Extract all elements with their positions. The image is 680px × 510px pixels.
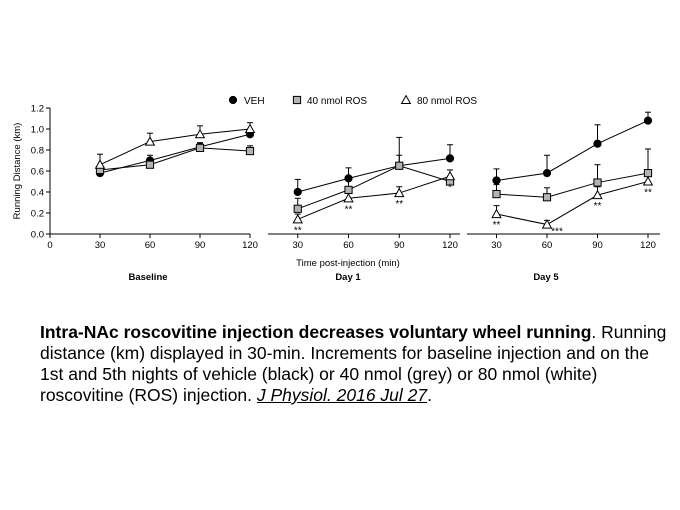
data-point	[492, 176, 501, 185]
y-tick-label: 1.0	[31, 125, 44, 136]
data-point	[145, 160, 155, 169]
significance-label: **	[294, 225, 302, 236]
caption-body: Running distance (km) displayed in 30-mi…	[40, 322, 667, 405]
data-point	[244, 123, 256, 134]
data-point	[395, 161, 404, 170]
data-point	[394, 187, 405, 198]
panel-label: Day 5	[533, 272, 559, 283]
data-point	[642, 176, 654, 186]
legend-label: 80 nmol ROS	[417, 96, 477, 107]
series-line	[99, 128, 251, 166]
significance-label: *	[448, 182, 452, 193]
x-tick-label: 60	[145, 240, 156, 251]
data-point	[643, 116, 653, 125]
x-tick-label: 120	[640, 240, 656, 251]
series-line	[496, 120, 649, 181]
series-line	[99, 133, 251, 174]
caption-title: Intra-NAc roscovitine injection decrease…	[40, 322, 592, 342]
y-tick-label: 1.2	[31, 104, 44, 115]
legend-label: VEH	[244, 96, 265, 107]
data-point	[643, 169, 653, 178]
data-point	[343, 192, 354, 203]
data-point	[195, 143, 205, 153]
data-point	[542, 169, 552, 178]
significance-label: **	[644, 188, 652, 199]
data-point	[444, 170, 456, 181]
caption-end: .	[427, 385, 433, 405]
significance-label: **	[594, 201, 602, 212]
data-point	[292, 213, 303, 224]
wheel-running-chart: 0.0 0.2 0.4 0.6 0.8 1.0 1.2 Running Distance (k…	[12, 94, 660, 283]
x-tick-label: 60	[542, 240, 553, 251]
data-point	[593, 139, 602, 148]
significance-label: ***	[551, 227, 563, 238]
x-axis-label: Time post-injection (min)	[296, 258, 400, 269]
x-tick-label: 60	[343, 240, 354, 251]
significance-label: **	[395, 199, 403, 210]
x-tick-label: 120	[242, 240, 258, 251]
legend-label: 40 nmol ROS	[307, 96, 367, 107]
data-point	[344, 174, 353, 183]
x-tick-label: 30	[292, 240, 303, 251]
legend-marker	[228, 95, 238, 105]
data-point	[293, 204, 302, 213]
data-point	[491, 208, 502, 219]
data-point	[194, 128, 206, 139]
data-point	[144, 136, 156, 146]
x-tick-label: 90	[592, 240, 603, 251]
legend-marker	[292, 95, 302, 105]
data-point	[541, 219, 553, 229]
caption-title-end: .	[591, 322, 597, 342]
y-tick-label: 0.0	[31, 230, 44, 241]
panel-label: Baseline	[128, 272, 167, 283]
series-line	[496, 172, 649, 198]
series-line	[297, 157, 451, 193]
significance-label: **	[493, 220, 501, 231]
series-line	[297, 165, 451, 210]
x-tick-label: 120	[442, 240, 458, 251]
x-tick-label: 30	[491, 240, 502, 251]
y-axis-label: Running Distance (km)	[12, 123, 23, 220]
y-tick-label: 0.8	[31, 146, 44, 157]
data-point	[293, 187, 302, 197]
x-tick-label: 0	[47, 240, 52, 251]
y-tick-label: 0.4	[31, 188, 44, 199]
significance-label: **	[345, 204, 353, 215]
x-tick-label: 90	[195, 240, 206, 251]
legend-marker	[400, 94, 412, 105]
series-line	[496, 181, 649, 226]
data-point	[445, 154, 455, 163]
data-point	[245, 146, 255, 156]
data-point	[344, 185, 353, 195]
figure-caption: Intra-NAc roscovitine injection decrease…	[40, 322, 670, 406]
data-point	[542, 193, 552, 202]
caption-citation-link[interactable]: J Physiol. 2016 Jul 27	[256, 385, 428, 405]
series-line	[297, 175, 451, 220]
data-point	[94, 159, 106, 169]
y-tick-label: 0.6	[31, 167, 44, 178]
data-point	[592, 189, 603, 200]
x-tick-label: 30	[95, 240, 106, 251]
x-tick-label: 90	[394, 240, 405, 251]
data-point	[492, 190, 501, 199]
panel-label: Day 1	[335, 272, 361, 283]
y-tick-label: 0.2	[31, 209, 44, 220]
data-point	[593, 178, 602, 187]
series-line	[99, 147, 251, 171]
